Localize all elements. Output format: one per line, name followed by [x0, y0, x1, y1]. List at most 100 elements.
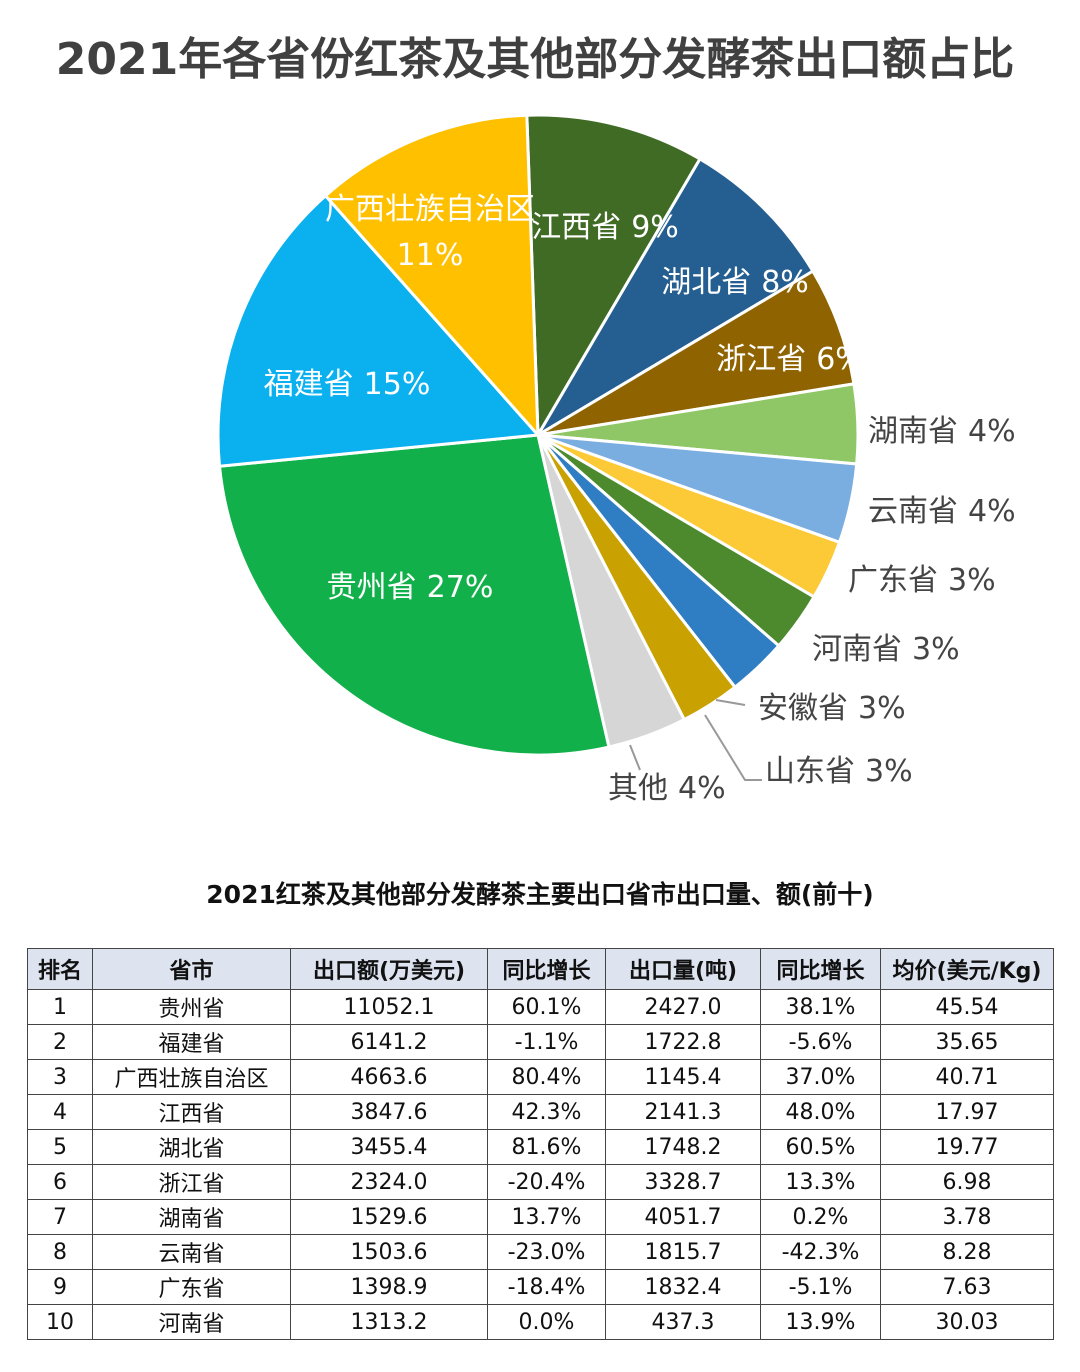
leader-line: [715, 699, 746, 706]
table-cell: 13.3%: [760, 1164, 881, 1200]
chart: 2021年各省份红茶及其他部分发酵茶出口额占比 江西省 9% 湖北省 8% 浙江省 6% 湖…: [56, 34, 1016, 806]
table-title: 2021红茶及其他部分发酵茶主要出口省市出口量、额(前十): [206, 880, 874, 909]
pie-slice: [525, 113, 702, 441]
table-cell: 1815.7: [605, 1234, 761, 1270]
slice-category: 其他: [608, 771, 668, 806]
slice-category: 湖南省: [868, 414, 958, 449]
header-cell: 排名: [27, 948, 93, 990]
table-cell: 2427.0: [605, 989, 761, 1025]
table-cell: 广东省: [92, 1269, 291, 1305]
table-cell: 1503.6: [290, 1234, 488, 1270]
leader-line: [629, 744, 641, 771]
header-cell: 均价(美元/Kg): [880, 948, 1054, 990]
slice-value: 9%: [631, 210, 679, 245]
table-cell: 81.6%: [487, 1129, 606, 1165]
table-cell: 3847.6: [290, 1094, 488, 1130]
table-cell: 17.97: [880, 1094, 1054, 1130]
table-cell: 1398.9: [290, 1269, 488, 1305]
table-cell: 437.3: [605, 1304, 761, 1340]
slice-value: 3%: [858, 691, 906, 726]
chart-title: 2021年各省份红茶及其他部分发酵茶出口额占比: [56, 34, 1014, 85]
table-cell: 福建省: [92, 1024, 291, 1060]
table-cell: 19.77: [880, 1129, 1054, 1165]
slice-category: 福建省: [264, 367, 354, 402]
table-cell: 13.7%: [487, 1199, 606, 1235]
table-cell: 1145.4: [605, 1059, 761, 1095]
table-cell: 60.1%: [487, 989, 606, 1025]
slice-category: 湖北省: [661, 265, 751, 300]
table-cell: 37.0%: [760, 1059, 881, 1095]
header-cell: 省市: [92, 948, 291, 990]
table-cell: 2141.3: [605, 1094, 761, 1130]
slice-value: 3%: [865, 754, 913, 789]
slice-value: 3%: [948, 563, 996, 598]
slice-category: 安徽省: [758, 691, 848, 726]
table-row: 7 湖南省 1529.6 13.7% 4051.7 0.2% 3.78: [27, 1199, 1054, 1235]
table-cell: -42.3%: [760, 1234, 881, 1270]
table-cell: 浙江省: [92, 1164, 291, 1200]
header-cell: 出口额(万美元): [290, 948, 488, 990]
pie-slice: [216, 193, 542, 468]
table-cell: 江西省: [92, 1094, 291, 1130]
table-cell: 4: [27, 1094, 93, 1130]
table-cell: 40.71: [880, 1059, 1054, 1095]
slice-label: 山东省 3%: [765, 754, 913, 789]
slice-label: 安徽省 3%: [758, 691, 906, 726]
slice-label: 广东省 3%: [848, 563, 996, 598]
table-row: 9 广东省 1398.9 -18.4% 1832.4 -5.1% 7.63: [27, 1269, 1054, 1305]
slice-value: 4%: [678, 771, 726, 806]
slice-label: 湖北省 8%: [661, 265, 809, 300]
table-cell: -20.4%: [487, 1164, 606, 1200]
slice-value: 6%: [816, 342, 864, 377]
header-row: 排名 省市 出口额(万美元) 同比增长 出口量(吨) 同比增长 均价(美元/Kg): [27, 948, 1054, 990]
table-cell: 6141.2: [290, 1024, 488, 1060]
table-cell: 45.54: [880, 989, 1054, 1025]
slice-value: 11%: [397, 238, 464, 273]
table-cell: 云南省: [92, 1234, 291, 1270]
table-cell: 湖南省: [92, 1199, 291, 1235]
slice-label: 广西壮族自治区 11%: [325, 192, 535, 273]
slice-category: 河南省: [812, 632, 902, 667]
table-cell: 1: [27, 989, 93, 1025]
table-cell: 河南省: [92, 1304, 291, 1340]
table-cell: 6: [27, 1164, 93, 1200]
table-cell: 80.4%: [487, 1059, 606, 1095]
table-row: 2 福建省 6141.2 -1.1% 1722.8 -5.6% 35.65: [27, 1024, 1054, 1060]
table-cell: 6.98: [880, 1164, 1054, 1200]
table-row: 6 浙江省 2324.0 -20.4% 3328.7 13.3% 6.98: [27, 1164, 1054, 1200]
table-cell: 3: [27, 1059, 93, 1095]
table-cell: 8: [27, 1234, 93, 1270]
table-row: 10 河南省 1313.2 0.0% 437.3 13.9% 30.03: [27, 1304, 1054, 1340]
table-row: 1 贵州省 11052.1 60.1% 2427.0 38.1% 45.54: [27, 989, 1054, 1025]
table-cell: 3455.4: [290, 1129, 488, 1165]
slice-value: 4%: [968, 414, 1016, 449]
table-cell: 1722.8: [605, 1024, 761, 1060]
table-row: 3 广西壮族自治区 4663.6 80.4% 1145.4 37.0% 40.71: [27, 1059, 1054, 1095]
table-cell: 0.2%: [760, 1199, 881, 1235]
slice-value: 3%: [912, 632, 960, 667]
table-cell: 贵州省: [92, 989, 291, 1025]
table: 排名 省市 出口额(万美元) 同比增长 出口量(吨) 同比增长 均价(美元/Kg) 1 贵州省…: [27, 948, 1054, 1340]
table-cell: 10: [27, 1304, 93, 1340]
table-cell: 0.0%: [487, 1304, 606, 1340]
table-cell: -1.1%: [487, 1024, 606, 1060]
slice-category: 浙江省: [716, 342, 806, 377]
table-cell: 5: [27, 1129, 93, 1165]
slice-category: 广东省: [848, 563, 938, 598]
table-cell: 4663.6: [290, 1059, 488, 1095]
table-cell: 42.3%: [487, 1094, 606, 1130]
pie-slice: [323, 113, 540, 440]
table-cell: 30.03: [880, 1304, 1054, 1340]
table-cell: 2324.0: [290, 1164, 488, 1200]
header-cell: 同比增长: [487, 948, 606, 990]
leader-line: [704, 714, 762, 781]
slice-value: 27%: [427, 570, 494, 605]
table-cell: 湖北省: [92, 1129, 291, 1165]
table-cell: -5.1%: [760, 1269, 881, 1305]
slice-label: 河南省 3%: [812, 632, 960, 667]
table-cell: 13.9%: [760, 1304, 881, 1340]
header-cell: 同比增长: [760, 948, 881, 990]
pie-slice: [217, 433, 611, 757]
table-cell: 48.0%: [760, 1094, 881, 1130]
